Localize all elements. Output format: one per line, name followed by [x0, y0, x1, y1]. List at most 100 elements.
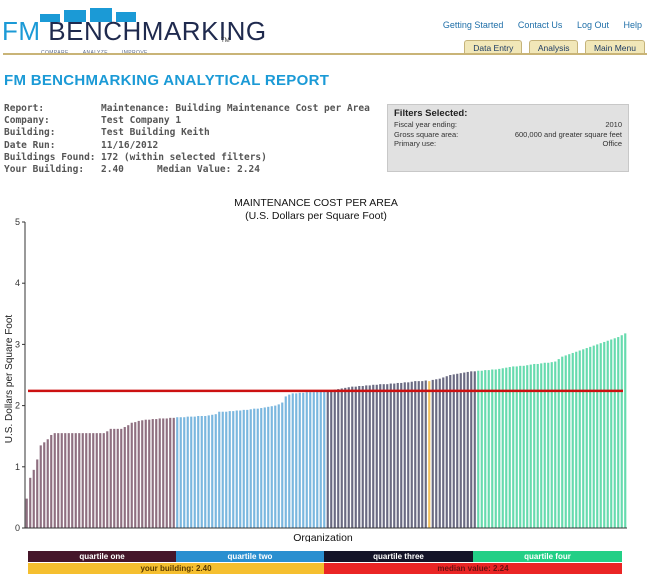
filter-value: 2010 — [605, 120, 622, 129]
bar-q3 — [368, 385, 371, 528]
date-run-value: 11/16/2012 — [101, 139, 159, 151]
bar-q3 — [386, 384, 389, 528]
bar-q3 — [456, 373, 459, 528]
bar-q3 — [340, 388, 343, 528]
date-run-label: Date Run: — [4, 139, 56, 151]
bar-q4 — [494, 369, 497, 528]
bar-q4 — [540, 363, 543, 528]
bar-q1 — [92, 433, 95, 528]
y-tick-label: 5 — [15, 217, 20, 227]
bar-q3 — [473, 371, 476, 528]
bar-q2 — [263, 407, 266, 528]
bar-q2 — [239, 410, 242, 528]
bar-q2 — [295, 393, 298, 528]
bar-q4 — [484, 370, 487, 528]
bar-q3 — [351, 386, 354, 528]
bar-q1 — [172, 417, 175, 528]
filter-row: Fiscal year ending: 2010 — [394, 120, 622, 130]
bar-q2 — [274, 405, 277, 528]
contact-us-link[interactable]: Contact Us — [517, 20, 563, 30]
bar-q1 — [127, 425, 130, 528]
bar-q4 — [547, 362, 550, 528]
bar-q4 — [526, 365, 529, 528]
bar-q2 — [277, 404, 280, 528]
tab-divider — [3, 53, 647, 55]
bar-q3 — [361, 386, 364, 528]
bar-q4 — [613, 338, 616, 528]
bar-q4 — [606, 340, 609, 528]
tab-main-menu[interactable]: Main Menu — [584, 40, 645, 55]
bar-q3 — [470, 371, 473, 528]
bar-q4 — [585, 348, 588, 528]
bar-q2 — [270, 406, 273, 528]
bar-q2 — [235, 410, 238, 528]
bar-q2 — [260, 408, 263, 528]
bar-q1 — [137, 420, 140, 528]
bar-q2 — [204, 416, 207, 528]
company-value: Test Company 1 — [101, 115, 182, 127]
bar-q4 — [550, 362, 553, 528]
bar-q1 — [95, 433, 98, 528]
bar-q4 — [501, 368, 504, 528]
bar-q4 — [610, 339, 613, 528]
bar-q2 — [246, 409, 249, 528]
log-out-link[interactable]: Log Out — [576, 20, 609, 30]
bar-q4 — [564, 355, 567, 528]
bar-q1 — [116, 428, 119, 528]
bar-q2 — [218, 411, 221, 528]
bar-q4 — [498, 368, 501, 528]
filter-row: Gross square area: 600,000 and greater s… — [394, 130, 622, 140]
top-nav-links: Getting Started Contact Us Log Out Help — [431, 20, 642, 30]
report-label: Report: — [4, 103, 45, 114]
bar-q3 — [442, 377, 445, 528]
bar-q3 — [333, 389, 336, 528]
y-tick-label: 1 — [15, 462, 20, 472]
bar-q1 — [53, 433, 56, 528]
bar-q1 — [134, 422, 137, 528]
bar-q4 — [578, 350, 581, 528]
bar-q4 — [596, 344, 599, 528]
bar-q1 — [25, 498, 28, 528]
bar-q4 — [508, 367, 511, 528]
help-link[interactable]: Help — [623, 20, 642, 30]
filter-value: Office — [602, 139, 622, 148]
getting-started-link[interactable]: Getting Started — [442, 20, 504, 30]
bar-q4 — [575, 351, 578, 528]
bar-q2 — [176, 417, 179, 528]
bar-q2 — [284, 396, 287, 528]
bar-q2 — [225, 411, 228, 528]
building-label: Building: — [4, 127, 56, 139]
y-axis: 0 1 2 3 4 5 — [15, 217, 26, 533]
bar-q2 — [291, 393, 294, 528]
bar-q3 — [337, 389, 340, 528]
bar-q3 — [344, 387, 347, 528]
bar-q4 — [512, 366, 515, 528]
bar-your-building — [428, 381, 431, 528]
fm-benchmarking-logo[interactable]: FM BENCHMARKING TM COMPAREANALYZEIMPROVE — [2, 8, 266, 56]
bar-q4 — [589, 346, 592, 528]
bar-q3 — [389, 383, 392, 528]
bar-q3 — [452, 374, 455, 528]
bar-q2 — [249, 409, 252, 528]
bar-q3 — [379, 384, 382, 528]
bar-q2 — [228, 411, 231, 528]
median-value-text: Median Value: 2.24 — [157, 163, 260, 175]
bar-q1 — [162, 418, 165, 528]
legend-your-building: your building: 2.40 — [28, 563, 324, 574]
bar-q1 — [158, 418, 161, 528]
your-building-label: Your Building: — [4, 163, 85, 175]
bar-q2 — [309, 392, 312, 528]
bar-q1 — [39, 445, 42, 528]
bar-q2 — [186, 416, 189, 528]
bar-q3 — [438, 378, 441, 528]
legend-quartile-four: quartile four — [473, 551, 622, 562]
bar-q3 — [431, 379, 434, 528]
bar-q1 — [29, 477, 32, 528]
bar-q1 — [32, 469, 35, 528]
bar-q4 — [568, 354, 571, 528]
bar-q3 — [393, 383, 396, 528]
buildings-found-label: Buildings Found: — [4, 151, 96, 163]
bar-q3 — [424, 380, 427, 528]
y-tick-label: 2 — [15, 401, 20, 411]
filter-label: Gross square area: — [394, 129, 459, 139]
